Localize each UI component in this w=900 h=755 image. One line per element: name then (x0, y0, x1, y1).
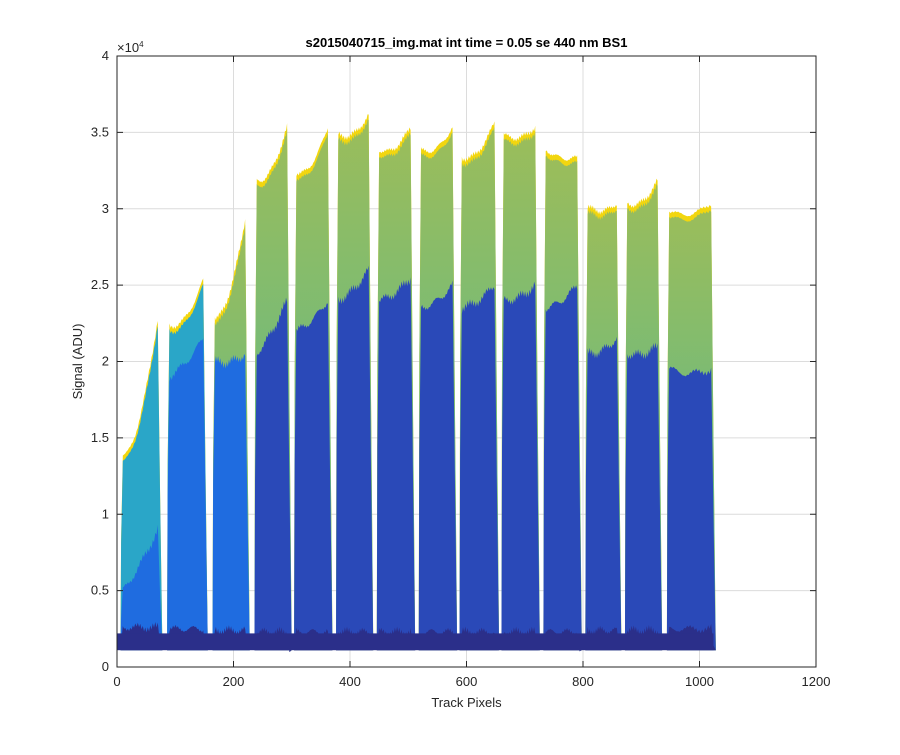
y-axis-multiplier: ×104 (117, 40, 144, 55)
signal-segment (501, 125, 540, 651)
y-tick-label: 2.5 (91, 277, 109, 292)
segment-middle-area (418, 280, 458, 651)
segment-middle-area (212, 353, 250, 651)
x-tick-label: 1200 (802, 674, 831, 689)
x-tick-label: 1000 (685, 674, 714, 689)
segment-middle-area (120, 524, 163, 651)
chart-title: s2015040715_img.mat int time = 0.05 se 4… (306, 35, 628, 50)
y-tick-label: 4 (102, 48, 109, 63)
segment-middle-area (294, 303, 333, 651)
x-tick-label: 800 (572, 674, 594, 689)
signal-segment (294, 128, 333, 651)
segment-middle-area (501, 281, 540, 651)
x-tick-label: 200 (223, 674, 245, 689)
segment-middle-area (376, 277, 416, 651)
segment-middle-area (336, 265, 374, 651)
segment-middle-area (167, 338, 208, 651)
baseline-band (117, 633, 714, 651)
y-axis-label: Signal (ADU) (70, 324, 85, 400)
segment-middle-area (254, 297, 292, 651)
y-multiplier-exponent: 4 (139, 40, 144, 49)
signal-segment (418, 127, 458, 651)
y-tick-label: 3.5 (91, 124, 109, 139)
y-multiplier-base: ×10 (117, 40, 139, 55)
signal-segment (120, 320, 163, 651)
x-tick-label: 600 (456, 674, 478, 689)
signal-segment (543, 150, 582, 652)
segment-middle-area (666, 366, 716, 651)
signal-segment (376, 127, 416, 651)
segment-middle-area (459, 287, 500, 651)
segment-middle-area (543, 285, 582, 651)
y-tick-label: 2 (102, 354, 109, 369)
signal-segment (336, 114, 374, 651)
y-tick-label: 0 (102, 659, 109, 674)
y-tick-label: 1.5 (91, 430, 109, 445)
segment-middle-area (585, 336, 622, 651)
signal-segment (666, 204, 716, 651)
segment-middle-area (624, 342, 663, 651)
signal-segment (459, 121, 500, 651)
data-layer (117, 114, 716, 653)
signal-segment (624, 178, 663, 651)
x-axis-label: Track Pixels (431, 695, 502, 710)
y-tick-label: 3 (102, 201, 109, 216)
y-tick-label: 1 (102, 506, 109, 521)
signal-segment (585, 204, 622, 651)
signal-segment (167, 278, 208, 651)
x-tick-label: 400 (339, 674, 361, 689)
y-tick-label: 0.5 (91, 583, 109, 598)
signal-segment (254, 123, 292, 653)
ticks: 0 200 400 600 800 1000 1200 0 0.5 1 1.5 2 2.5 3 3.5 4 (91, 48, 831, 689)
signal-segment (212, 219, 250, 651)
x-tick-label: 0 (113, 674, 120, 689)
